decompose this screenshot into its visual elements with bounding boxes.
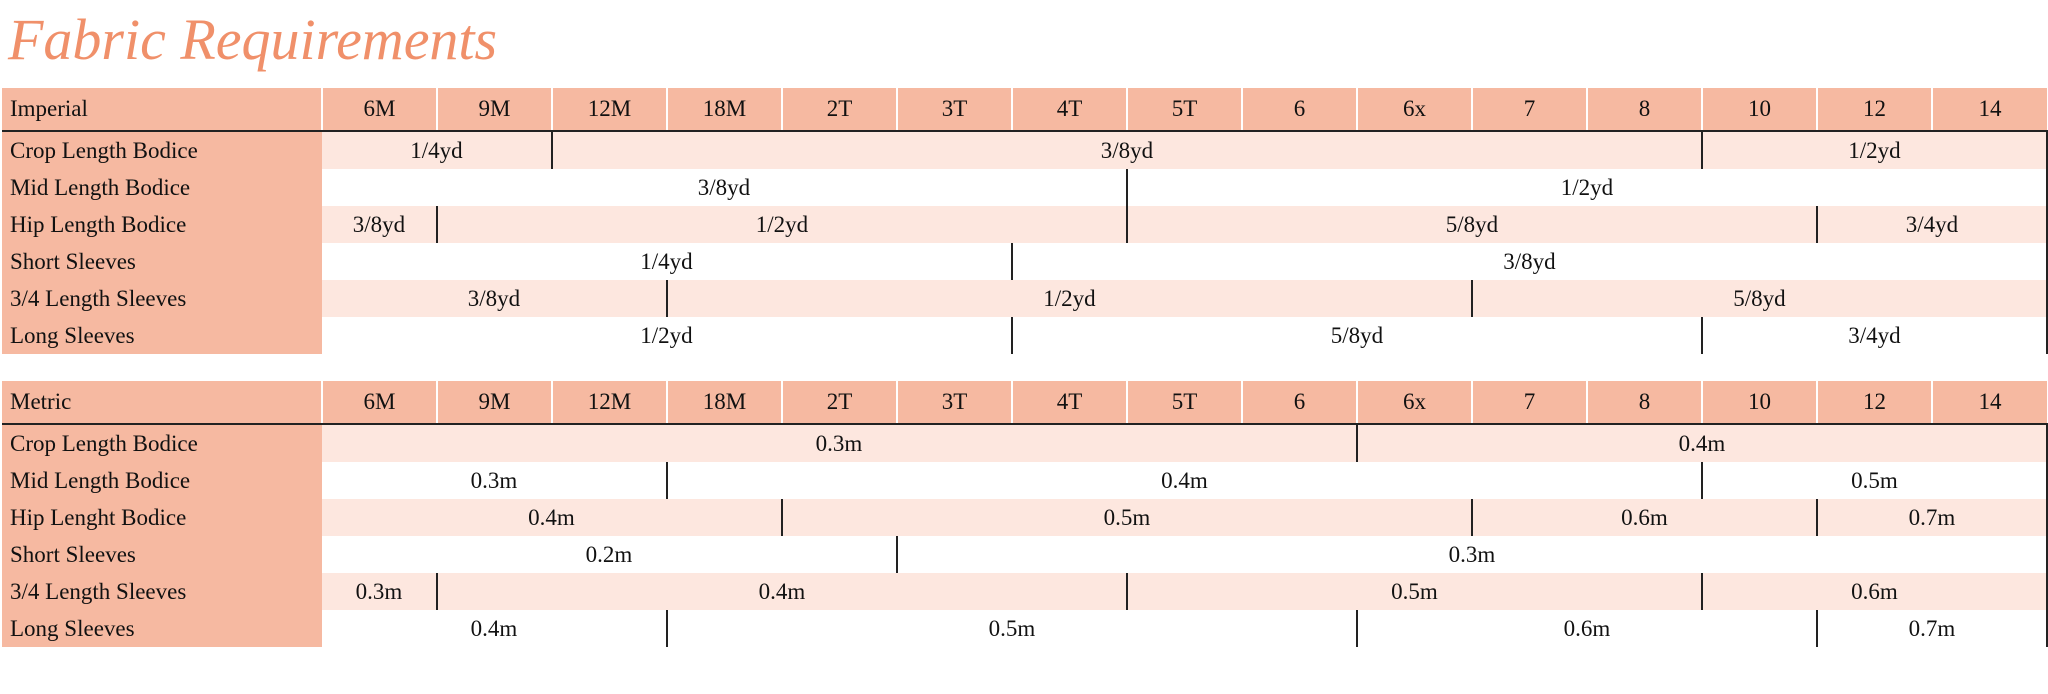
amount: 1/2yd: [1701, 131, 2048, 169]
amount: 0.5m: [781, 499, 1472, 536]
size-header: 6: [1241, 381, 1357, 425]
header-row: Metric 6M 9M 12M 18M 2T 3T 4T 5T 6 6x 7 8 10 12 14: [2, 381, 2047, 425]
amount: 0.3m: [322, 573, 437, 610]
amount: 3/4yd: [1816, 206, 2048, 243]
row-label: Short Sleeves: [2, 243, 322, 280]
row: 3/4 Length Sleeves 3/8yd 1/2yd 5/8yd: [2, 280, 2048, 317]
amount: 1/2yd: [666, 280, 1472, 317]
amount: 1/4yd: [322, 131, 552, 169]
row-label: Crop Length Bodice: [2, 131, 322, 169]
row: Long Sleeves 1/2yd 5/8yd 3/4yd: [2, 317, 2048, 354]
amount: 5/8yd: [1471, 280, 2048, 317]
amount: 0.4m: [666, 462, 1702, 499]
size-header: 4T: [1011, 381, 1127, 425]
amount: 3/8yd: [1011, 243, 2048, 280]
amount: 3/8yd: [551, 131, 1702, 169]
size-header: 6x: [1356, 88, 1472, 132]
size-header: 8: [1586, 381, 1702, 425]
size-header: 9M: [436, 88, 552, 132]
size-header: 7: [1471, 88, 1587, 132]
size-header: 10: [1701, 381, 1817, 425]
amount: 0.3m: [470, 467, 518, 493]
row-label: Long Sleeves: [2, 610, 322, 647]
row: Short Sleeves 1/4yd 3/8yd: [2, 243, 2048, 280]
size-header: 3T: [896, 381, 1012, 425]
amount: 3/8yd: [697, 174, 751, 200]
amount: 3/8yd: [322, 280, 667, 317]
size-header: 5T: [1126, 381, 1242, 425]
size-header: 14: [1931, 381, 2047, 425]
amount: 0.3m: [896, 536, 2048, 573]
size-header: 12M: [551, 88, 667, 132]
row: Hip Length Bodice 3/8yd 1/2yd 5/8yd 3/4yd: [2, 206, 2048, 243]
amount: 5/8yd: [1011, 317, 1702, 354]
size-header: 12: [1816, 381, 1932, 425]
amount: 0.2m: [585, 541, 633, 567]
amount: 1/4yd: [640, 248, 693, 274]
amount: 3/8yd: [322, 206, 437, 243]
size-header: 3T: [896, 88, 1012, 132]
amount: 1/2yd: [640, 322, 693, 348]
amount: 0.6m: [1701, 573, 2048, 610]
size-header: 10: [1701, 88, 1817, 132]
amount: 5/8yd: [1126, 206, 1817, 243]
amount: 0.4m: [1356, 424, 2048, 462]
amount: 0.4m: [436, 573, 1127, 610]
amount: 0.4m: [470, 615, 518, 641]
row: Mid Length Bodice 3/8yd 1/2yd: [2, 169, 2048, 206]
size-header: 2T: [781, 88, 897, 132]
amount: 0.5m: [666, 610, 1357, 647]
header-label: Imperial: [2, 88, 322, 132]
row-label: Hip Lenght Bodice: [2, 499, 322, 536]
row-label: 3/4 Length Sleeves: [2, 573, 322, 610]
row: Short Sleeves 0.2m 0.3m: [2, 536, 2048, 573]
row-label: 3/4 Length Sleeves: [2, 280, 322, 317]
amount: 0.6m: [1471, 499, 1817, 536]
amount: 0.5m: [1701, 462, 2048, 499]
size-header: 2T: [781, 381, 897, 425]
amount: 1/2yd: [436, 206, 1127, 243]
row-label: Hip Length Bodice: [2, 206, 322, 243]
size-header: 14: [1931, 88, 2047, 132]
size-header: 18M: [666, 88, 782, 132]
amount: 0.4m: [322, 499, 782, 536]
row: Long Sleeves 0.4m 0.5m 0.6m 0.7m: [2, 610, 2048, 647]
size-header: 6M: [321, 381, 437, 425]
row: Crop Length Bodice 0.3m 0.4m: [2, 424, 2048, 462]
row-label: Short Sleeves: [2, 536, 322, 573]
size-header: 12: [1816, 88, 1932, 132]
size-header: 8: [1586, 88, 1702, 132]
row: Hip Lenght Bodice 0.4m 0.5m 0.6m 0.7m: [2, 499, 2048, 536]
size-header: 9M: [436, 381, 552, 425]
amount: 3/4yd: [1701, 317, 2048, 354]
size-header: 5T: [1126, 88, 1242, 132]
size-header: 12M: [551, 381, 667, 425]
header-row: Imperial 6M 9M 12M 18M 2T 3T 4T 5T 6 6x 7 8 10 12 14: [2, 88, 2047, 132]
row: Crop Length Bodice 1/4yd 3/8yd 1/2yd: [2, 131, 2048, 169]
size-header: 6x: [1356, 381, 1472, 425]
title: Fabric Requirements: [8, 7, 498, 72]
amount: 0.5m: [1126, 573, 1702, 610]
fabric-table: Metric 6M 9M 12M 18M 2T 3T 4T 5T 6 6x 7 8 10 12 14 Crop …: [2, 381, 2048, 647]
row-label: Mid Length Bodice: [2, 462, 322, 499]
size-header: 6: [1241, 88, 1357, 132]
fabric-table: Imperial 6M 9M 12M 18M 2T 3T 4T 5T 6 6x 7 8 10 12 14 Cro…: [2, 88, 2048, 354]
size-header: 6M: [321, 88, 437, 132]
row-label: Mid Length Bodice: [2, 169, 322, 206]
amount: 0.7m: [1816, 610, 2048, 647]
header-label: Metric: [2, 381, 322, 425]
row: 3/4 Length Sleeves 0.3m 0.4m 0.5m 0.6m: [2, 573, 2048, 610]
row-label: Long Sleeves: [2, 317, 322, 354]
amount: 0.3m: [322, 424, 1357, 462]
row: Mid Length Bodice 0.3m 0.4m 0.5m: [2, 462, 2048, 499]
size-header: 18M: [666, 381, 782, 425]
amount: 0.6m: [1356, 610, 1817, 647]
amount: 1/2yd: [1126, 169, 2048, 206]
size-header: 7: [1471, 381, 1587, 425]
amount: 0.7m: [1816, 499, 2048, 536]
row-label: Crop Length Bodice: [2, 424, 322, 462]
size-header: 4T: [1011, 88, 1127, 132]
